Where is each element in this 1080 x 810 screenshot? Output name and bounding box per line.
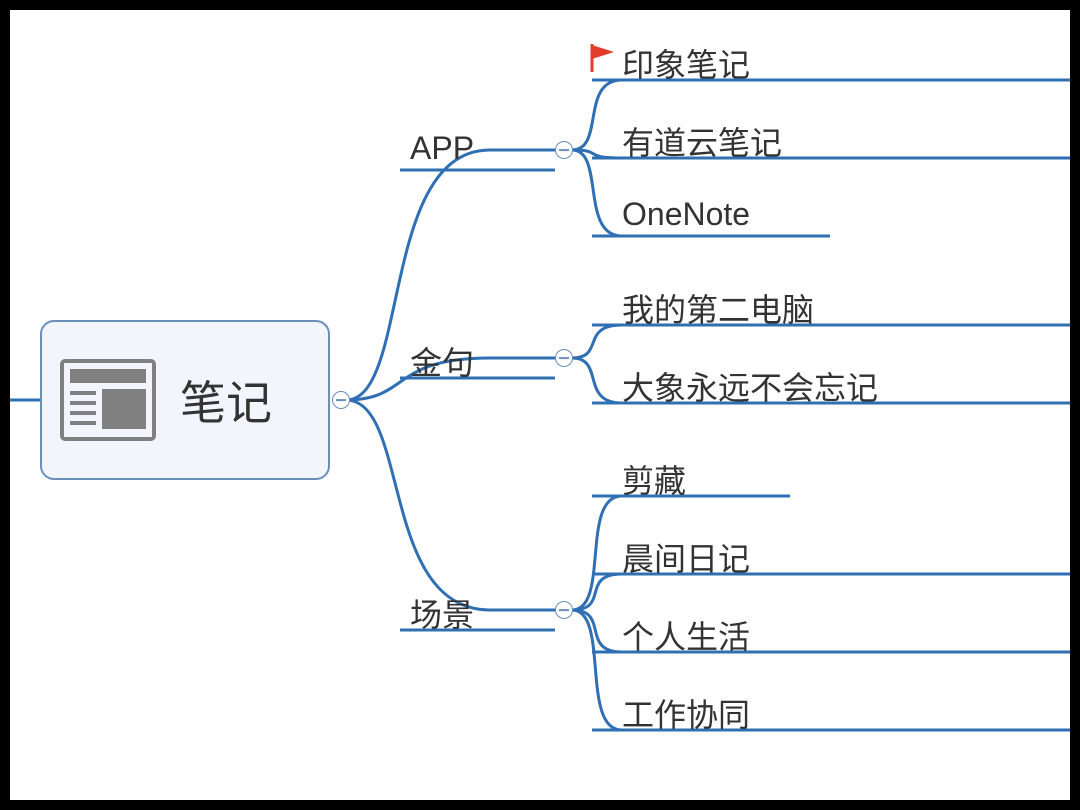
newspaper-icon: [60, 359, 156, 441]
root-toggle[interactable]: [332, 391, 350, 409]
leaf-morning[interactable]: 晨间日记: [622, 534, 750, 580]
branch-toggle-quotes[interactable]: [555, 349, 573, 367]
mindmap-canvas: 笔记 APP 印象笔记有道云笔记 OneNote 金句 我的第二电脑大象永远不会忘记场景…: [0, 0, 1080, 810]
leaf-work[interactable]: 工作协同: [622, 690, 750, 736]
branch-label-quotes[interactable]: 金句: [410, 338, 474, 384]
flag-icon: [588, 42, 618, 74]
leaf-onenote[interactable]: OneNote: [622, 196, 750, 233]
branch-label-scenes[interactable]: 场景: [410, 590, 474, 636]
leaf-second-brain[interactable]: 我的第二电脑: [622, 285, 814, 331]
leaf-evernote[interactable]: 印象笔记: [622, 40, 750, 86]
leaf-personal[interactable]: 个人生活: [622, 612, 750, 658]
leaf-elephant[interactable]: 大象永远不会忘记: [622, 363, 878, 409]
branch-toggle-app[interactable]: [555, 141, 573, 159]
branch-label-app[interactable]: APP: [410, 130, 474, 167]
root-node[interactable]: 笔记: [40, 320, 330, 480]
branch-toggle-scenes[interactable]: [555, 601, 573, 619]
leaf-clip[interactable]: 剪藏: [622, 456, 686, 502]
leaf-youdao[interactable]: 有道云笔记: [622, 118, 782, 164]
root-label: 笔记: [180, 367, 272, 433]
